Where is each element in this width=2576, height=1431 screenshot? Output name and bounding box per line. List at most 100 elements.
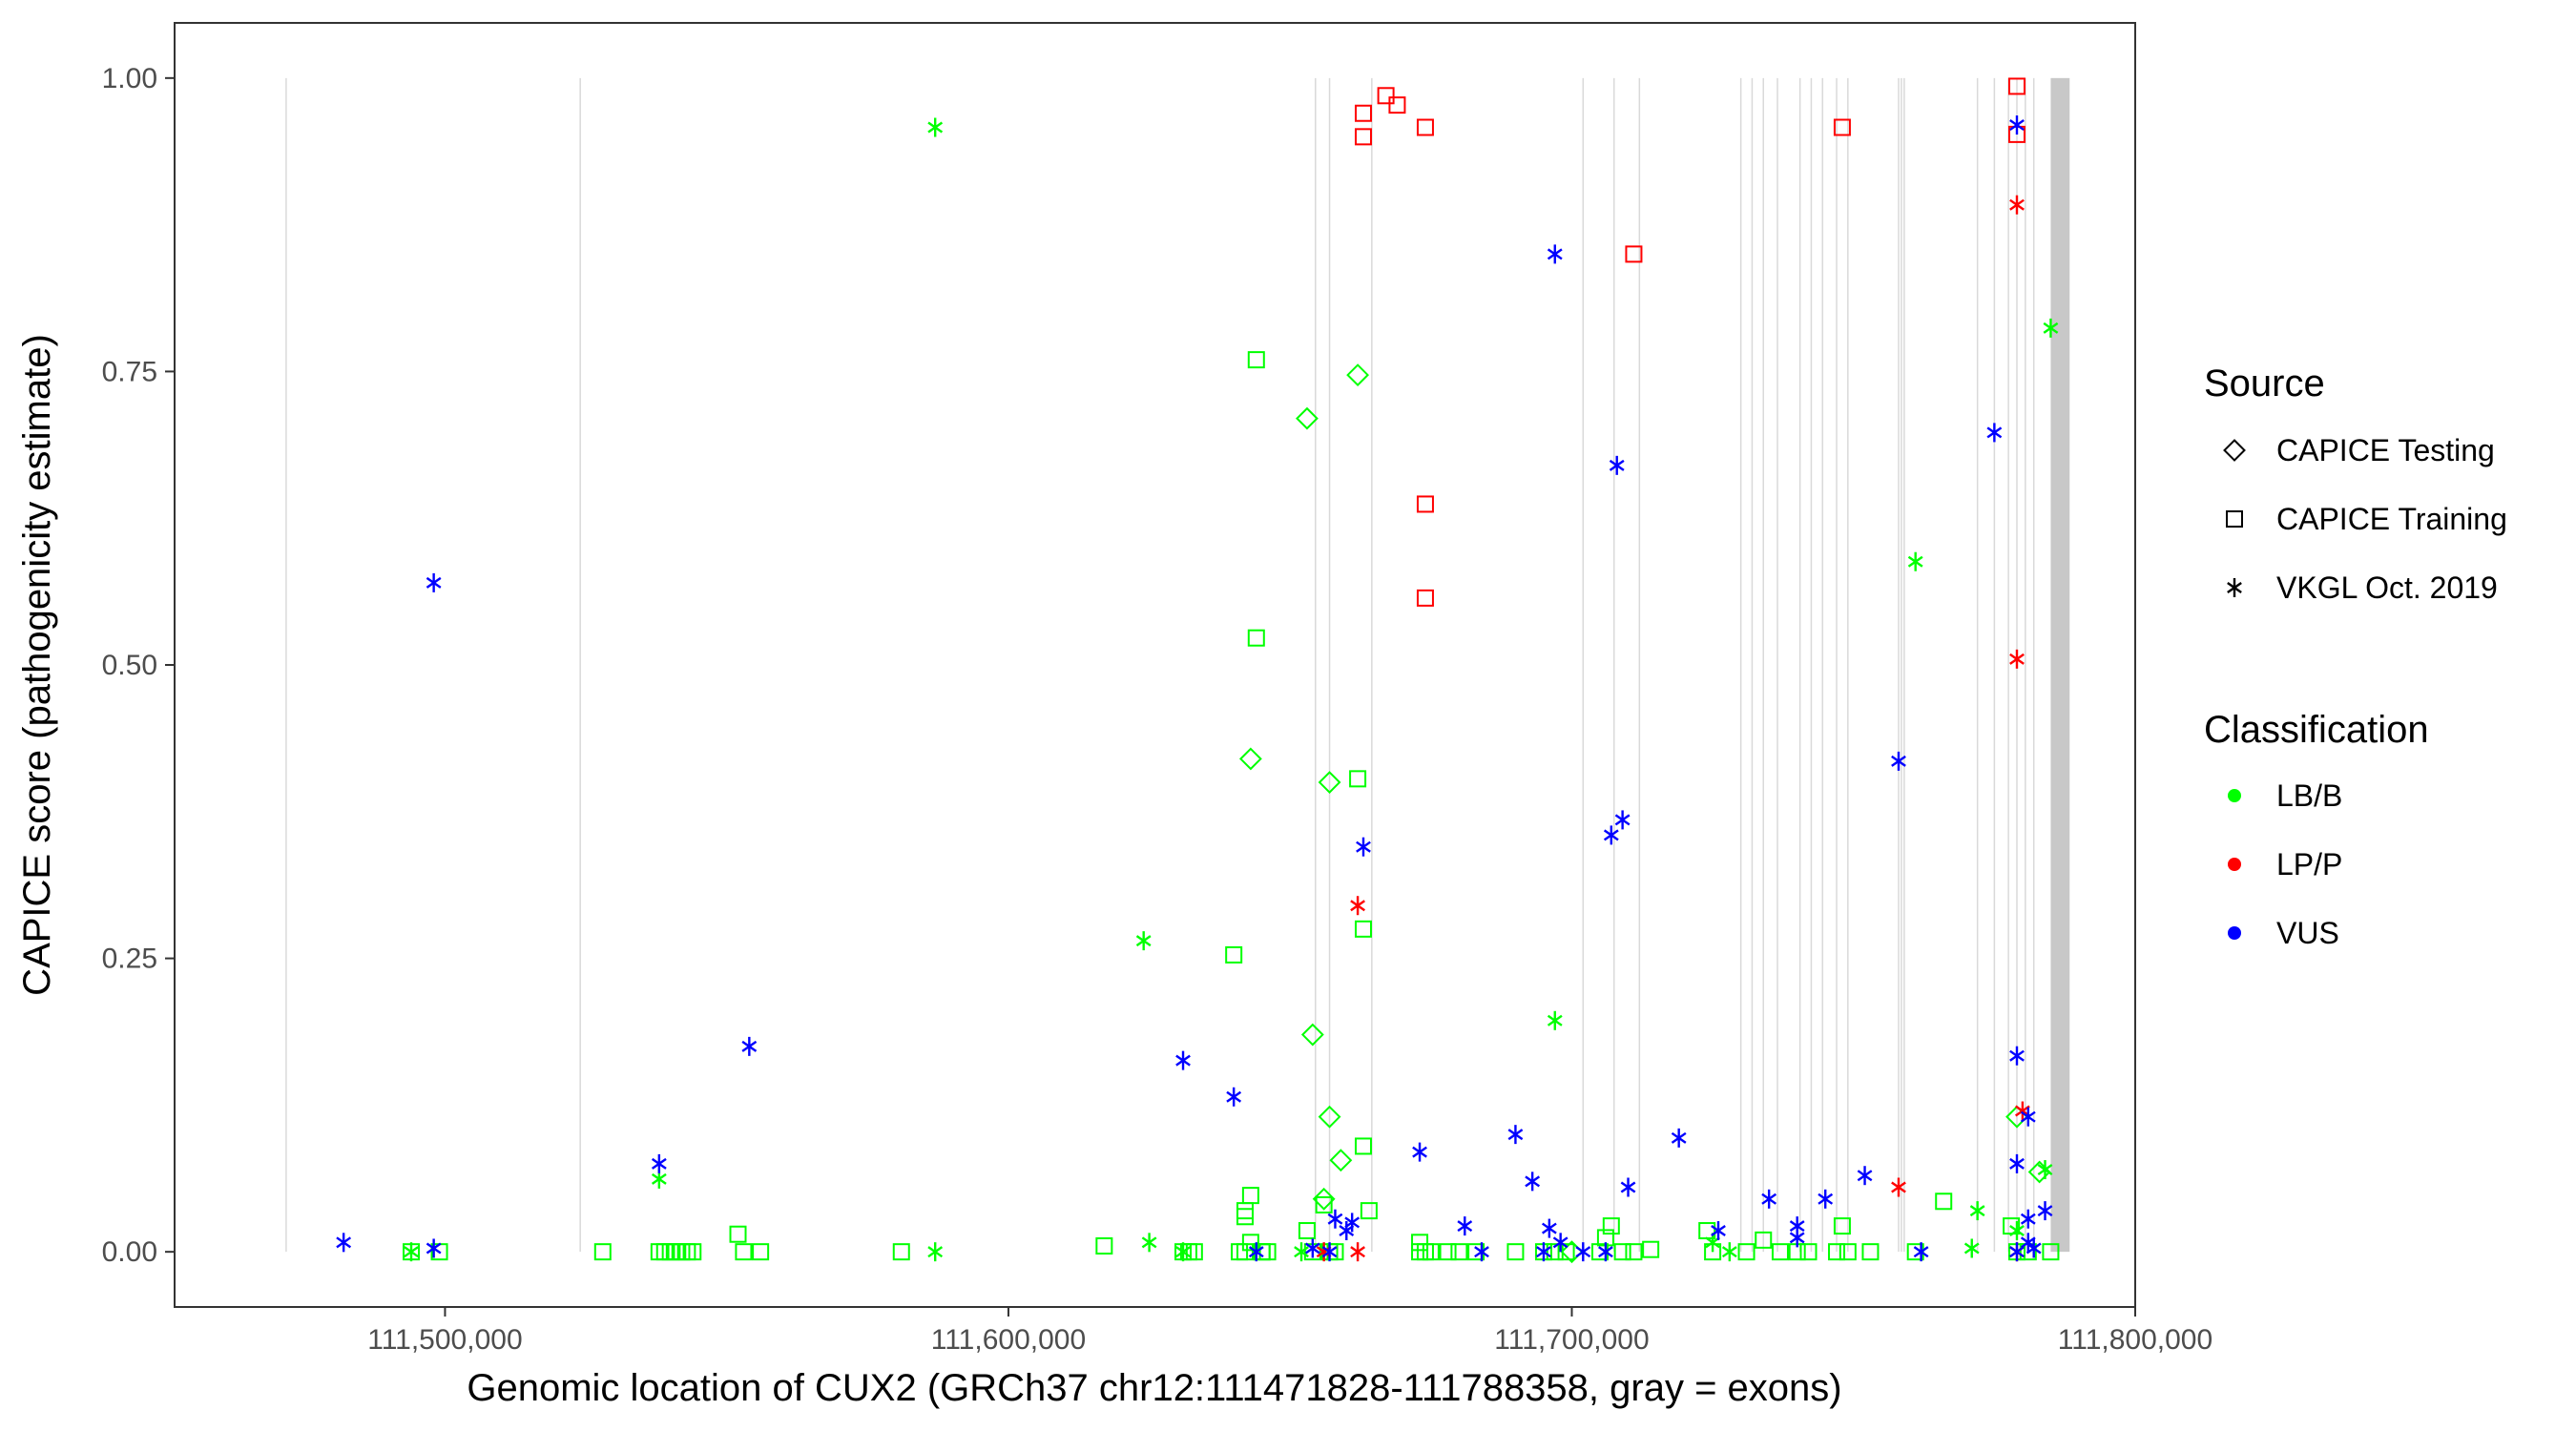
data-point <box>1457 1216 1473 1236</box>
x-tick-label: 111,800,000 <box>2058 1324 2212 1356</box>
data-point <box>2009 195 2025 215</box>
data-point <box>1507 1125 1524 1145</box>
legend-classification-item: LB/B <box>2228 778 2342 813</box>
data-point <box>741 1036 758 1056</box>
data-point <box>1602 1217 1620 1235</box>
data-point <box>1828 1243 1846 1261</box>
data-point <box>1226 1087 1242 1107</box>
data-point <box>1321 1242 1338 1262</box>
data-point <box>684 1243 702 1261</box>
legend-classification-item: VUS <box>2228 916 2339 950</box>
data-point <box>1557 1243 1575 1261</box>
data-point <box>336 1233 352 1253</box>
x-axis: 111,500,000 111,600,000 111,700,000 111,800… <box>367 1307 2212 1356</box>
data-point <box>752 1243 770 1261</box>
data-point <box>2037 1201 2053 1221</box>
data-point <box>1969 1201 1985 1221</box>
data-point <box>927 1242 944 1262</box>
data-point <box>1175 1050 1191 1070</box>
data-point <box>1095 1237 1113 1255</box>
y-tick-label: 0.50 <box>102 650 157 681</box>
data-point <box>1913 1242 1929 1262</box>
data-point <box>1839 1243 1857 1261</box>
data-point <box>1671 1128 1687 1148</box>
data-point <box>892 1243 910 1261</box>
data-point <box>1620 1177 1636 1197</box>
data-point <box>1185 1243 1203 1261</box>
data-point <box>2009 649 2025 669</box>
legend-classification-label: VUS <box>2276 916 2339 950</box>
data-point <box>1296 406 1319 430</box>
legend-source-item: CAPICE Testing <box>2223 433 2495 467</box>
exon-lines <box>285 77 2070 1253</box>
data-point <box>1609 455 1625 475</box>
y-tick-label: 1.00 <box>102 63 157 94</box>
data-point <box>593 1243 612 1261</box>
data-point <box>1541 1218 1557 1238</box>
legend-source-label: CAPICE Testing <box>2276 433 2495 467</box>
data-point <box>1789 1228 1805 1248</box>
data-point <box>1247 629 1265 647</box>
data-point <box>1547 244 1563 264</box>
data-point <box>1506 1243 1525 1261</box>
data-point <box>1327 1209 1343 1229</box>
data-point <box>1360 1202 1378 1220</box>
data-point <box>2007 77 2025 95</box>
data-point <box>1354 920 1372 938</box>
data-point <box>1411 1234 1429 1252</box>
data-point <box>1318 1105 1341 1129</box>
data-point <box>1907 551 1923 571</box>
data-point <box>1642 1240 1660 1258</box>
data-point <box>2009 1221 2025 1241</box>
legend-classification-items: LB/B LP/P VUS <box>2228 778 2342 950</box>
data-point <box>1350 1242 1365 1262</box>
data-point <box>2020 1107 2036 1127</box>
data-point <box>1625 1243 1643 1261</box>
data-point <box>1547 1010 1563 1030</box>
data-point <box>1552 1233 1568 1253</box>
y-tick-label: 0.00 <box>102 1236 157 1268</box>
legend-color-dot <box>2228 789 2241 802</box>
data-point <box>1986 423 2003 443</box>
x-tick-label: 111,700,000 <box>1494 1324 1649 1356</box>
data-point <box>1315 1195 1333 1213</box>
data-point <box>426 1238 442 1258</box>
data-point <box>1625 245 1643 263</box>
data-point <box>2025 1238 2042 1258</box>
data-point <box>1771 1243 1789 1261</box>
data-points <box>336 77 2060 1264</box>
data-point <box>2223 439 2246 462</box>
data-point <box>1439 1243 1457 1261</box>
data-point <box>1861 1243 1880 1261</box>
data-point <box>2043 318 2059 338</box>
data-point <box>1388 96 1406 114</box>
data-point <box>1711 1221 1726 1241</box>
data-point <box>1613 1243 1631 1261</box>
data-point <box>1799 1243 1818 1261</box>
data-point <box>1598 1242 1613 1262</box>
data-point <box>927 117 944 137</box>
data-point <box>1354 1137 1372 1155</box>
data-point <box>1474 1242 1489 1262</box>
data-point <box>1294 1242 1309 1262</box>
y-axis: 0.00 0.25 0.50 0.75 1.00 <box>102 63 175 1268</box>
data-point <box>1312 1187 1336 1211</box>
legend-classification-title: Classification <box>2204 709 2429 751</box>
data-point <box>1818 1189 1834 1209</box>
data-point <box>1141 1233 1157 1253</box>
data-point <box>1318 771 1341 794</box>
legend-source-title: Source <box>2204 363 2325 404</box>
data-point <box>1329 1149 1353 1172</box>
legend-source-items: CAPICE Testing CAPICE Training VKGL Oct. 2… <box>2223 433 2507 605</box>
data-point <box>2009 1046 2025 1066</box>
exon-block <box>2050 77 2070 1253</box>
data-point <box>1536 1242 1551 1262</box>
data-point <box>1300 1023 1324 1047</box>
data-point <box>1175 1242 1191 1262</box>
data-point <box>1356 837 1371 857</box>
data-point <box>1247 351 1265 369</box>
data-point <box>2020 1209 2036 1229</box>
data-point <box>1298 1222 1316 1240</box>
data-point <box>2042 1243 2060 1261</box>
